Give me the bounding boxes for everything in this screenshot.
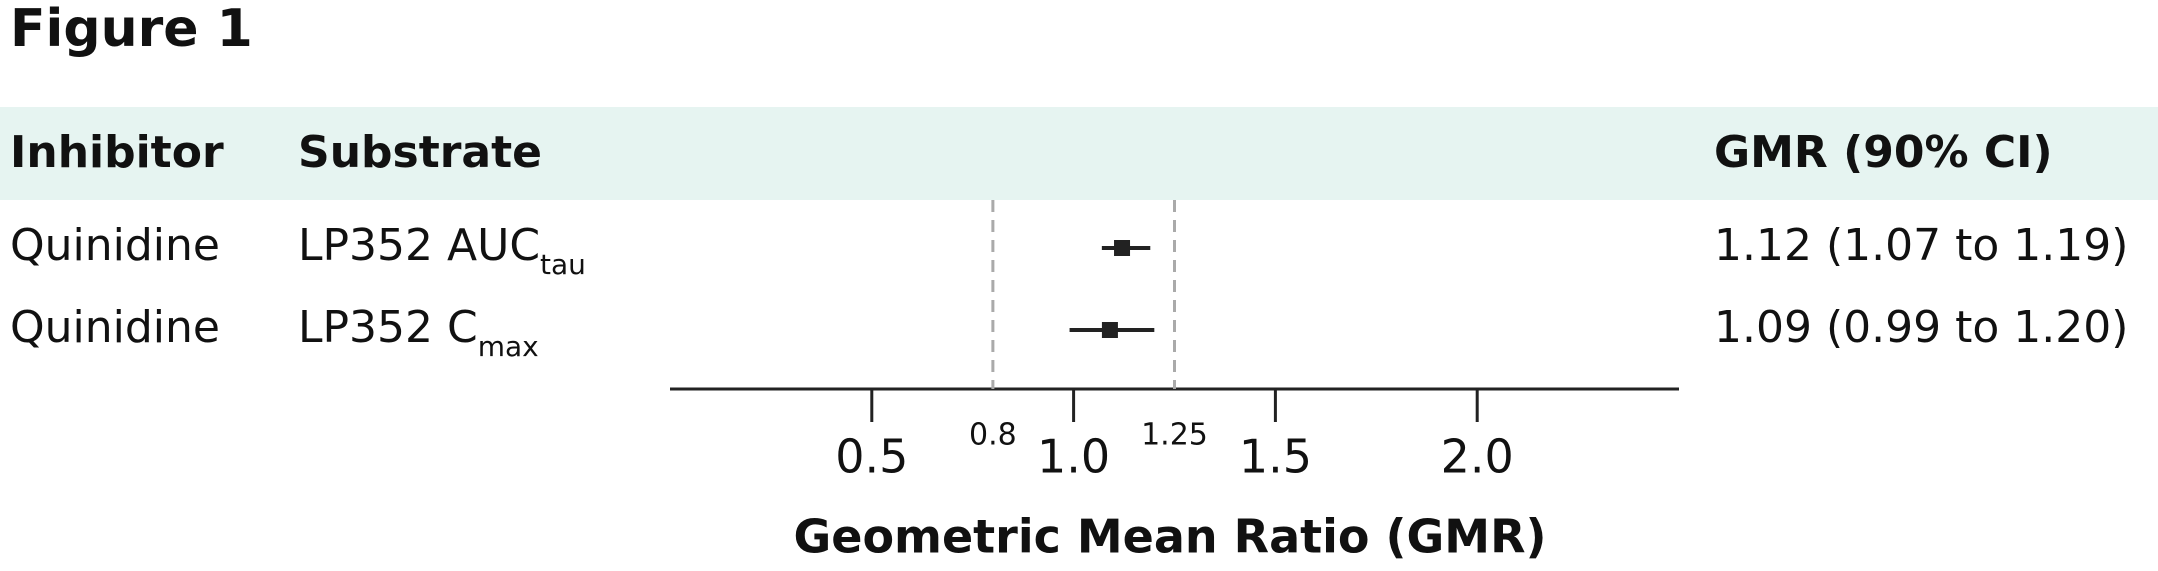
- substrate-main: LP352 AUC: [298, 220, 540, 271]
- point-estimate: [1101, 322, 1118, 338]
- substrate-sub: max: [478, 330, 539, 363]
- reference-label: 1.25: [1141, 418, 1208, 453]
- inhibitor: Quinidine: [10, 302, 220, 353]
- reference-label: 0.8: [969, 418, 1017, 453]
- x-axis-title: Geometric Mean Ratio (GMR): [793, 510, 1546, 564]
- x-tick-label: 1.0: [1037, 430, 1110, 484]
- column-header: GMR (90% CI): [1714, 127, 2053, 178]
- chart-title: Figure 1: [10, 0, 253, 59]
- x-tick-label: 1.5: [1239, 430, 1312, 484]
- header-band: [0, 107, 2158, 200]
- column-header: Inhibitor: [10, 127, 224, 178]
- gmr-label: 1.09 (0.99 to 1.20): [1714, 302, 2128, 353]
- inhibitor: Quinidine: [10, 220, 220, 271]
- x-tick-label: 0.5: [835, 430, 908, 484]
- x-tick-label: 2.0: [1441, 430, 1514, 484]
- substrate-main: LP352 C: [298, 302, 478, 353]
- substrate-sub: tau: [540, 248, 586, 281]
- substrate: LP352 AUCtau: [298, 220, 586, 281]
- column-header: Substrate: [298, 127, 542, 178]
- substrate: LP352 Cmax: [298, 302, 539, 363]
- point-estimate: [1114, 240, 1131, 256]
- gmr-label: 1.12 (1.07 to 1.19): [1714, 220, 2128, 271]
